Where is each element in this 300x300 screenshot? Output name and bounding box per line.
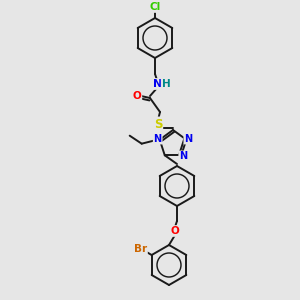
Text: N: N (153, 79, 163, 89)
Text: H: H (162, 79, 170, 89)
Text: S: S (154, 118, 162, 130)
Text: Cl: Cl (149, 2, 161, 12)
Text: Br: Br (134, 244, 147, 254)
Text: N: N (154, 134, 162, 144)
Text: N: N (179, 151, 187, 161)
Text: O: O (171, 226, 179, 236)
Text: O: O (133, 91, 141, 101)
Text: N: N (184, 134, 192, 144)
